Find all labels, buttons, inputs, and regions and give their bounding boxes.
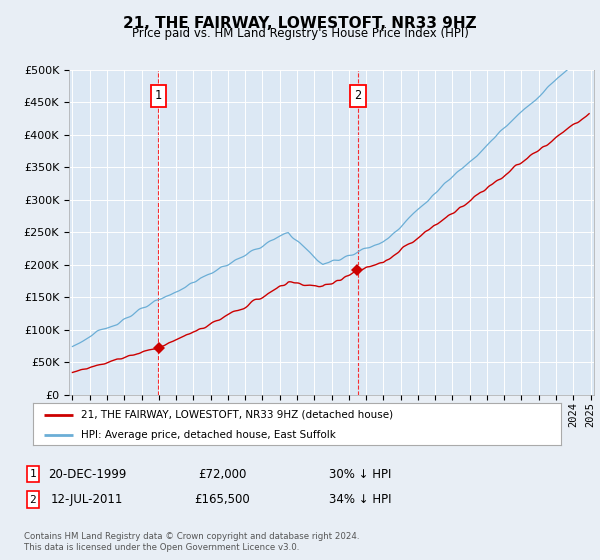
Text: 2: 2 <box>355 90 361 102</box>
Text: 21, THE FAIRWAY, LOWESTOFT, NR33 9HZ: 21, THE FAIRWAY, LOWESTOFT, NR33 9HZ <box>123 16 477 31</box>
Text: 30% ↓ HPI: 30% ↓ HPI <box>329 468 391 481</box>
Text: Price paid vs. HM Land Registry's House Price Index (HPI): Price paid vs. HM Land Registry's House … <box>131 27 469 40</box>
Text: 20-DEC-1999: 20-DEC-1999 <box>48 468 126 481</box>
Text: 2: 2 <box>29 494 37 505</box>
Text: 21, THE FAIRWAY, LOWESTOFT, NR33 9HZ (detached house): 21, THE FAIRWAY, LOWESTOFT, NR33 9HZ (de… <box>80 409 392 419</box>
Text: HPI: Average price, detached house, East Suffolk: HPI: Average price, detached house, East… <box>80 430 335 440</box>
Text: This data is licensed under the Open Government Licence v3.0.: This data is licensed under the Open Gov… <box>24 543 299 552</box>
Text: £165,500: £165,500 <box>194 493 250 506</box>
Text: 12-JUL-2011: 12-JUL-2011 <box>51 493 123 506</box>
Text: 1: 1 <box>155 90 162 102</box>
Text: 34% ↓ HPI: 34% ↓ HPI <box>329 493 391 506</box>
Text: £72,000: £72,000 <box>198 468 246 481</box>
Text: Contains HM Land Registry data © Crown copyright and database right 2024.: Contains HM Land Registry data © Crown c… <box>24 532 359 541</box>
Text: 1: 1 <box>29 469 37 479</box>
